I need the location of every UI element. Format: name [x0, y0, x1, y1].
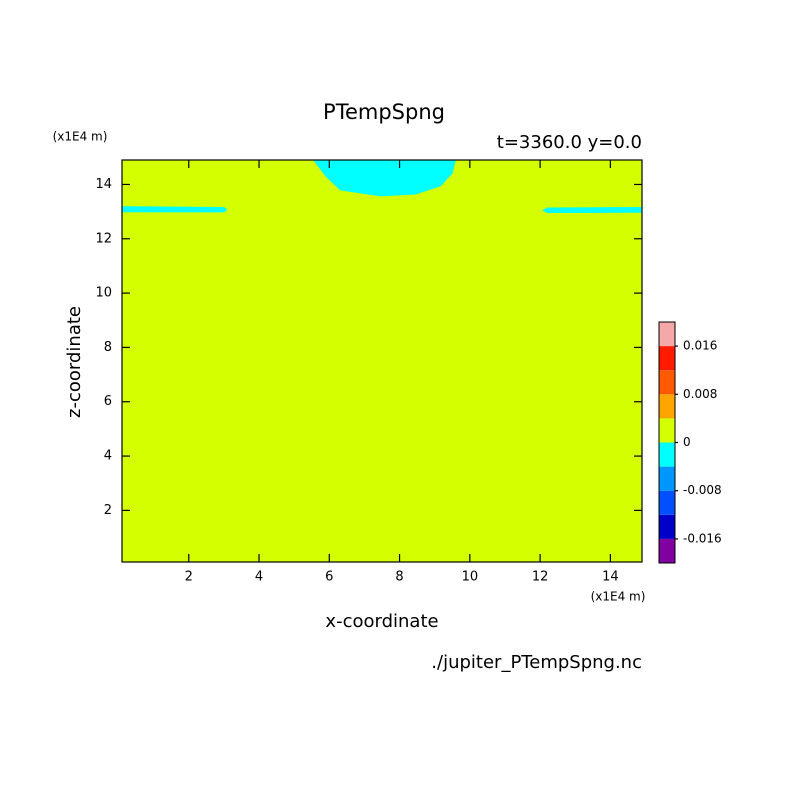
x-unit: (x1E4 m) [591, 590, 646, 604]
source-label: ./jupiter_PTempSpng.nc [431, 652, 642, 673]
contour-region [542, 207, 642, 213]
x-tick-label: 8 [395, 570, 403, 585]
colorbar-tick-label: -0.016 [683, 531, 722, 545]
contour-region [313, 160, 456, 197]
colorbar-box [659, 442, 675, 467]
y-tick-label: 6 [104, 394, 112, 409]
y-tick-label: 2 [104, 503, 112, 518]
colorbar-box [659, 514, 675, 539]
colorbar-box [659, 490, 675, 515]
plot-frame [121, 159, 643, 563]
x-tick-label: 4 [255, 570, 263, 585]
colorbar-tick-label: 0.016 [683, 339, 717, 353]
x-axis-label: x-coordinate [325, 611, 438, 632]
colorbar-box [659, 346, 675, 371]
colorbar-tick-label: 0 [683, 435, 691, 449]
colorbar-box [659, 418, 675, 443]
colorbar-box [659, 394, 675, 419]
y-tick-label: 4 [104, 449, 112, 464]
colorbar-tick-label: -0.008 [683, 483, 722, 497]
y-tick-label: 14 [95, 177, 112, 192]
colorbar-box [659, 322, 675, 347]
y-tick-label: 10 [95, 286, 112, 301]
y-unit: (x1E4 m) [53, 130, 108, 144]
colorbar-box [659, 466, 675, 491]
colorbar-box [659, 538, 675, 563]
x-tick-label: 12 [532, 570, 549, 585]
y-tick-label: 12 [95, 231, 112, 246]
x-tick-label: 10 [462, 570, 479, 585]
background-field [122, 160, 642, 562]
y-axis-label: z-coordinate [64, 306, 85, 418]
contour-region [122, 206, 228, 213]
x-tick-label: 6 [325, 570, 333, 585]
chart-subtitle: t=3360.0 y=0.0 [497, 132, 642, 153]
x-tick-label: 2 [185, 570, 193, 585]
x-tick-label: 14 [602, 570, 619, 585]
chart-title: PTempSpng [323, 100, 445, 124]
colorbar-tick-label: 0.008 [683, 387, 717, 401]
colorbar-box [659, 370, 675, 395]
y-tick-label: 8 [104, 340, 112, 355]
